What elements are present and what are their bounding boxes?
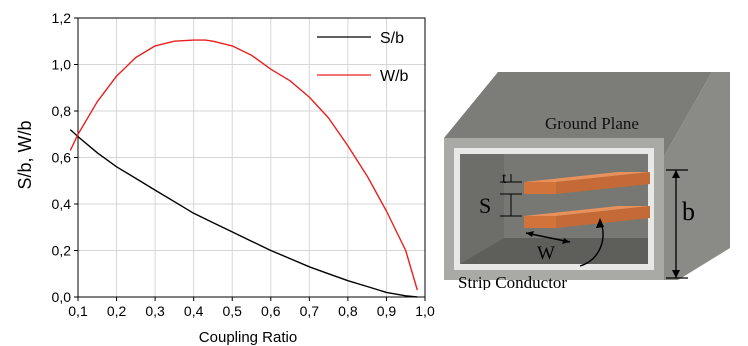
legend-label-s-b: S/b [380,30,404,47]
ground-plane-label: Ground Plane [545,114,639,133]
b-label: b [682,197,695,226]
lower-strip-top [524,206,650,216]
series-line-w-b [69,39,418,291]
pointer-arrowhead [596,218,604,228]
s-label: S [479,193,491,218]
x-tick-label: 0,5 [222,303,242,319]
upper-strip-side [556,172,650,194]
stripline-diagram: t S W b Ground Plane Strip Conductor [444,72,730,290]
b-arrowhead-bottom [672,270,680,278]
series-lines [69,39,418,298]
x-tick-label: 0,1 [68,303,88,319]
y-tick-label: 1,2 [52,10,72,26]
cavity-left-wall [460,154,504,264]
y-tick-label: 0,2 [52,243,72,259]
x-tick-label: 0,4 [184,303,204,319]
x-tick-label: 0,3 [145,303,165,319]
y-axis-label: S/b, W/b [15,120,35,189]
series-line-s-b [69,129,418,298]
w-arrowhead-right [562,238,570,244]
upper-strip-top [524,172,650,182]
w-label: W [537,243,555,264]
x-tick-label: 0,8 [338,303,358,319]
y-tick-label: 0,0 [52,289,72,305]
x-axis-label: Coupling Ratio [199,329,297,346]
x-tick-label: 1,0 [415,303,435,319]
lower-strip-side [556,206,650,228]
w-dimension-line [525,232,571,243]
y-tick-label: 0,8 [52,103,72,119]
chart-grid [78,18,425,297]
legend-label-w-b: W/b [380,68,409,85]
y-tick-label: 1,0 [52,57,72,73]
y-tick-label: 0,6 [52,150,72,166]
legend: S/b W/b [317,30,409,85]
y-tick-label: 0,4 [52,196,72,212]
strip-conductor-label: Strip Conductor [458,273,567,290]
x-tick-label: 0,6 [261,303,281,319]
x-tick-label: 0,9 [377,303,397,319]
upper-strip-front [524,182,556,194]
line-chart: 0,1 0,2 0,3 0,4 0,5 0,6 0,7 0,8 0,9 1,0 0,0 0,2 0,4… [15,10,435,346]
x-tick-label: 0,7 [300,303,320,319]
x-tick-label: 0,2 [107,303,127,319]
lower-strip-front [524,216,556,228]
w-arrowhead-left [526,231,534,237]
x-axis-ticks: 0,1 0,2 0,3 0,4 0,5 0,6 0,7 0,8 0,9 1,0 [68,297,435,319]
b-arrowhead-top [672,170,680,178]
y-axis-ticks: 0,0 0,2 0,4 0,6 0,8 1,0 1,2 [52,10,78,305]
t-label: t [502,170,507,187]
